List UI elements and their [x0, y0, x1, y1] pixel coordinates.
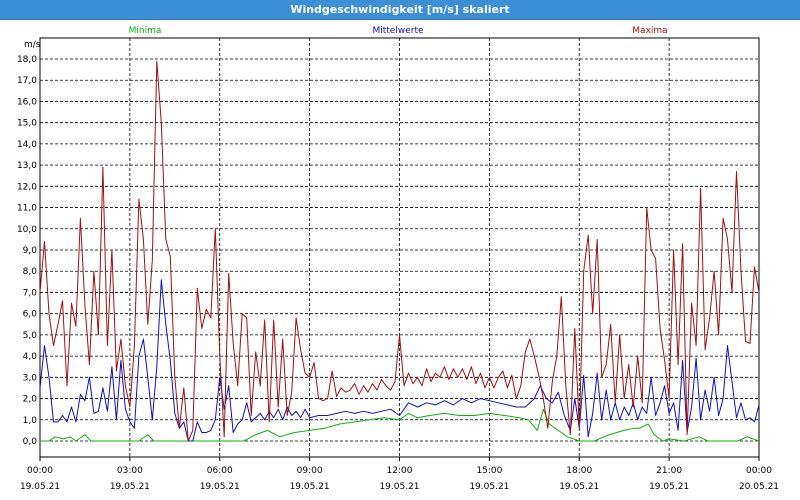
x-tick-time-label: 03:00 [117, 466, 143, 476]
y-tick-label: 13,0 [17, 161, 37, 171]
x-tick-time-label: 09:00 [297, 466, 323, 476]
series-line-mittelwerte [39, 279, 760, 442]
plot-frame [39, 37, 760, 458]
series-lines [39, 60, 760, 442]
y-tick-label: 9,0 [23, 246, 38, 256]
y-tick-label: 14,0 [17, 140, 37, 150]
x-tick-date-label: 19.05.21 [559, 482, 599, 492]
y-tick-label: 8,0 [23, 267, 38, 277]
x-tick-time-label: 18:00 [566, 466, 592, 476]
y-tick-label: 16,0 [17, 97, 37, 107]
x-tick-labels: 00:00 19.05.21 03:00 19.05.21 06:00 19.05.21 0… [20, 466, 779, 492]
x-tick-time-label: 06:00 [207, 466, 233, 476]
x-tick-date-label: 19.05.21 [379, 482, 419, 492]
y-tick-label: 18,0 [17, 55, 37, 65]
x-tick-date-label: 19.05.21 [290, 482, 330, 492]
x-tick-time-label: 12:00 [387, 466, 413, 476]
y-tick-label: 7,0 [23, 288, 38, 298]
window-title: Windgeschwindigkeit [m/s] skaliert [0, 0, 800, 20]
y-tick-labels: 0,0 1,0 2,0 3,0 4,0 5,0 6,0 7,0 8,0 9,0 10,0 11,0 12… [17, 55, 37, 447]
series-line-maxima [39, 60, 760, 442]
y-axis-unit-label: m/s [24, 40, 41, 50]
y-tick-label: 11,0 [17, 204, 37, 214]
y-tick-label: 3,0 [23, 373, 38, 383]
axes [39, 37, 760, 461]
line-chart: 0,0 1,0 2,0 3,0 4,0 5,0 6,0 7,0 8,0 9,0 10,0 11,0 12… [17, 26, 779, 492]
y-tick-label: 5,0 [23, 331, 38, 341]
y-tick-label: 12,0 [17, 182, 37, 192]
x-tick-date-label: 19.05.21 [200, 482, 240, 492]
legend-label-maxima: Maxima [632, 26, 667, 36]
legend: Minima Mittelwerte Maxima [129, 26, 668, 36]
y-tick-label: 1,0 [23, 416, 38, 426]
x-tick-date-label: 19.05.21 [469, 482, 509, 492]
y-tick-label: 10,0 [17, 225, 37, 235]
x-tick-time-label: 15:00 [476, 466, 502, 476]
legend-label-minima: Minima [129, 26, 162, 36]
x-tick-date-label: 20.05.21 [739, 482, 779, 492]
x-tick-date-label: 19.05.21 [110, 482, 150, 492]
x-tick-date-label: 19.05.21 [20, 482, 60, 492]
y-tick-label: 15,0 [17, 119, 37, 129]
x-tick-time-label: 00:00 [746, 466, 772, 476]
series-line-minima [40, 408, 760, 442]
x-tick-date-label: 19.05.21 [649, 482, 689, 492]
y-tick-label: 4,0 [23, 352, 38, 362]
y-tick-label: 2,0 [23, 395, 38, 405]
y-tick-label: 6,0 [23, 310, 38, 320]
y-tick-label: 17,0 [17, 76, 37, 86]
y-tick-label: 0,0 [23, 437, 38, 447]
x-tick-time-label: 21:00 [656, 466, 682, 476]
x-tick-time-label: 00:00 [27, 466, 53, 476]
legend-label-mittelwerte: Mittelwerte [372, 26, 423, 36]
